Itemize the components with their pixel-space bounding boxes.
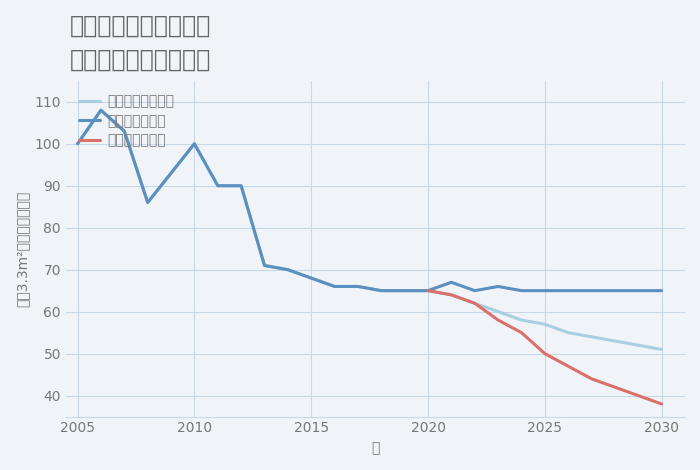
- バッドシナリオ: [424, 288, 432, 293]
- Line: バッドシナリオ: バッドシナリオ: [428, 290, 662, 404]
- バッドシナリオ: [587, 376, 596, 382]
- バッドシナリオ: [540, 351, 549, 356]
- ノーマルシナリオ: [564, 330, 573, 336]
- グッドシナリオ: [564, 288, 573, 293]
- Legend: ノーマルシナリオ, グッドシナリオ, バッドシナリオ: ノーマルシナリオ, グッドシナリオ, バッドシナリオ: [79, 94, 174, 148]
- グッドシナリオ: [470, 288, 479, 293]
- ノーマルシナリオ: [260, 263, 269, 268]
- バッドシナリオ: [494, 317, 503, 323]
- Y-axis label: 坪（3.3m²）単価（万円）: 坪（3.3m²）単価（万円）: [15, 190, 29, 307]
- ノーマルシナリオ: [167, 170, 175, 176]
- バッドシナリオ: [634, 393, 643, 399]
- グッドシナリオ: [190, 141, 199, 147]
- ノーマルシナリオ: [494, 309, 503, 314]
- バッドシナリオ: [470, 300, 479, 306]
- ノーマルシナリオ: [214, 183, 222, 188]
- ノーマルシナリオ: [634, 343, 643, 348]
- グッドシナリオ: [74, 141, 82, 147]
- グッドシナリオ: [167, 170, 175, 176]
- ノーマルシナリオ: [400, 288, 409, 293]
- バッドシナリオ: [447, 292, 456, 298]
- バッドシナリオ: [657, 401, 666, 407]
- グッドシナリオ: [494, 284, 503, 290]
- ノーマルシナリオ: [610, 338, 619, 344]
- グッドシナリオ: [424, 288, 432, 293]
- グッドシナリオ: [97, 107, 105, 113]
- ノーマルシナリオ: [657, 346, 666, 352]
- グッドシナリオ: [517, 288, 526, 293]
- ノーマルシナリオ: [377, 288, 386, 293]
- ノーマルシナリオ: [284, 267, 292, 273]
- ノーマルシナリオ: [424, 288, 432, 293]
- グッドシナリオ: [144, 200, 152, 205]
- ノーマルシナリオ: [540, 321, 549, 327]
- グッドシナリオ: [120, 128, 129, 134]
- ノーマルシナリオ: [470, 300, 479, 306]
- ノーマルシナリオ: [330, 284, 339, 290]
- グッドシナリオ: [377, 288, 386, 293]
- ノーマルシナリオ: [120, 128, 129, 134]
- グッドシナリオ: [354, 284, 362, 290]
- ノーマルシナリオ: [190, 141, 199, 147]
- ノーマルシナリオ: [447, 292, 456, 298]
- グッドシナリオ: [587, 288, 596, 293]
- グッドシナリオ: [330, 284, 339, 290]
- グッドシナリオ: [214, 183, 222, 188]
- グッドシナリオ: [400, 288, 409, 293]
- グッドシナリオ: [657, 288, 666, 293]
- Line: グッドシナリオ: グッドシナリオ: [78, 110, 662, 290]
- X-axis label: 年: 年: [371, 441, 379, 455]
- ノーマルシナリオ: [307, 275, 316, 281]
- ノーマルシナリオ: [587, 334, 596, 340]
- グッドシナリオ: [307, 275, 316, 281]
- グッドシナリオ: [610, 288, 619, 293]
- ノーマルシナリオ: [144, 200, 152, 205]
- グッドシナリオ: [284, 267, 292, 273]
- バッドシナリオ: [564, 363, 573, 369]
- グッドシナリオ: [447, 280, 456, 285]
- Text: 岐阜県関市洞戸市場の
中古戸建ての価格推移: 岐阜県関市洞戸市場の 中古戸建ての価格推移: [70, 14, 211, 71]
- Line: ノーマルシナリオ: ノーマルシナリオ: [78, 110, 662, 349]
- ノーマルシナリオ: [74, 141, 82, 147]
- グッドシナリオ: [540, 288, 549, 293]
- バッドシナリオ: [517, 330, 526, 336]
- グッドシナリオ: [634, 288, 643, 293]
- ノーマルシナリオ: [517, 317, 526, 323]
- ノーマルシナリオ: [97, 107, 105, 113]
- グッドシナリオ: [237, 183, 245, 188]
- ノーマルシナリオ: [354, 284, 362, 290]
- グッドシナリオ: [260, 263, 269, 268]
- ノーマルシナリオ: [237, 183, 245, 188]
- バッドシナリオ: [610, 384, 619, 390]
